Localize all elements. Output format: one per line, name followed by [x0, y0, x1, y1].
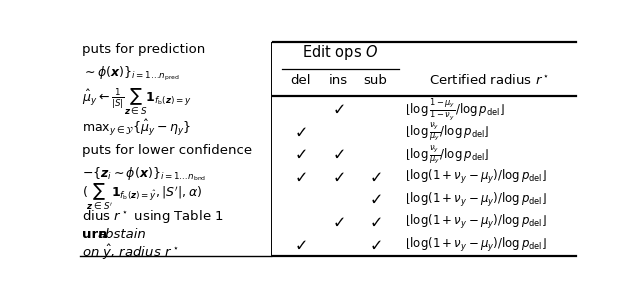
Text: $\checkmark$: $\checkmark$ — [369, 215, 381, 230]
Text: $\lfloor \log \frac{\nu_y}{\mu_y}/\log p_{\mathrm{del}} \rfloor$: $\lfloor \log \frac{\nu_y}{\mu_y}/\log p… — [405, 121, 490, 144]
Text: $-\{\boldsymbol{z}_i \sim \phi(\boldsymbol{x})\}_{i=1\ldots n_{\mathrm{bnd}}}$: $-\{\boldsymbol{z}_i \sim \phi(\boldsymb… — [83, 165, 207, 183]
Text: del: del — [291, 74, 311, 87]
Text: Certified radius $r^\star$: Certified radius $r^\star$ — [429, 73, 550, 87]
Text: $\checkmark$: $\checkmark$ — [369, 238, 381, 253]
Text: abstain: abstain — [97, 228, 146, 241]
Text: $\lfloor \log(1+\nu_y-\mu_y)/\log p_{\mathrm{del}} \rfloor$: $\lfloor \log(1+\nu_y-\mu_y)/\log p_{\ma… — [405, 168, 547, 186]
Text: $\checkmark$: $\checkmark$ — [332, 215, 344, 230]
Text: Edit ops $O$: Edit ops $O$ — [302, 42, 379, 62]
Text: $\mathrm{max}_{y\in\mathcal{Y}}\{\hat{\mu}_y - \eta_y\}$: $\mathrm{max}_{y\in\mathcal{Y}}\{\hat{\m… — [83, 117, 191, 138]
Text: $\lfloor \log(1+\nu_y-\mu_y)/\log p_{\mathrm{del}} \rfloor$: $\lfloor \log(1+\nu_y-\mu_y)/\log p_{\ma… — [405, 236, 547, 254]
Text: $\lfloor \log \frac{\nu_y}{\mu_y}/\log p_{\mathrm{del}} \rfloor$: $\lfloor \log \frac{\nu_y}{\mu_y}/\log p… — [405, 143, 490, 166]
Text: $\lfloor \log \frac{1-\mu_y}{1-\nu_y}/\log p_{\mathrm{del}} \rfloor$: $\lfloor \log \frac{1-\mu_y}{1-\nu_y}/\l… — [405, 96, 505, 123]
Text: $\lfloor \log(1+\nu_y-\mu_y)/\log p_{\mathrm{del}} \rfloor$: $\lfloor \log(1+\nu_y-\mu_y)/\log p_{\ma… — [405, 213, 547, 231]
Text: ins: ins — [328, 74, 348, 87]
Text: $\checkmark$: $\checkmark$ — [369, 193, 381, 207]
Text: $\checkmark$: $\checkmark$ — [332, 170, 344, 185]
Text: $\sim \phi(\boldsymbol{x})\}_{i=1\ldots n_{\mathrm{pred}}}$: $\sim \phi(\boldsymbol{x})\}_{i=1\ldots … — [83, 64, 180, 83]
Text: urn: urn — [83, 228, 108, 241]
Text: $\checkmark$: $\checkmark$ — [294, 147, 307, 162]
Text: $\checkmark$: $\checkmark$ — [294, 238, 307, 253]
Text: sub: sub — [363, 74, 387, 87]
Text: $\checkmark$: $\checkmark$ — [369, 170, 381, 185]
Text: $\checkmark$: $\checkmark$ — [294, 125, 307, 140]
Text: $\hat{\mu}_y \leftarrow \frac{1}{|S|}\sum_{\boldsymbol{z}\in S}\mathbf{1}_{f_{\m: $\hat{\mu}_y \leftarrow \frac{1}{|S|}\su… — [83, 86, 192, 117]
Text: puts for prediction: puts for prediction — [83, 43, 205, 56]
Text: $\lfloor \log(1+\nu_y-\mu_y)/\log p_{\mathrm{del}} \rfloor$: $\lfloor \log(1+\nu_y-\mu_y)/\log p_{\ma… — [405, 191, 547, 209]
Text: dius $r^\star$ using Table 1: dius $r^\star$ using Table 1 — [83, 208, 224, 225]
Text: puts for lower confidence: puts for lower confidence — [83, 144, 253, 157]
Text: $(\sum_{\boldsymbol{z}\in S^{\prime}}\mathbf{1}_{f_{\mathrm{b}}(\boldsymbol{z})=: $(\sum_{\boldsymbol{z}\in S^{\prime}}\ma… — [83, 181, 203, 212]
Text: $\checkmark$: $\checkmark$ — [332, 102, 344, 117]
Text: $\checkmark$: $\checkmark$ — [332, 147, 344, 162]
Text: on $\hat{y}$, radius $r^\star$: on $\hat{y}$, radius $r^\star$ — [83, 243, 179, 262]
Text: $\checkmark$: $\checkmark$ — [294, 170, 307, 185]
